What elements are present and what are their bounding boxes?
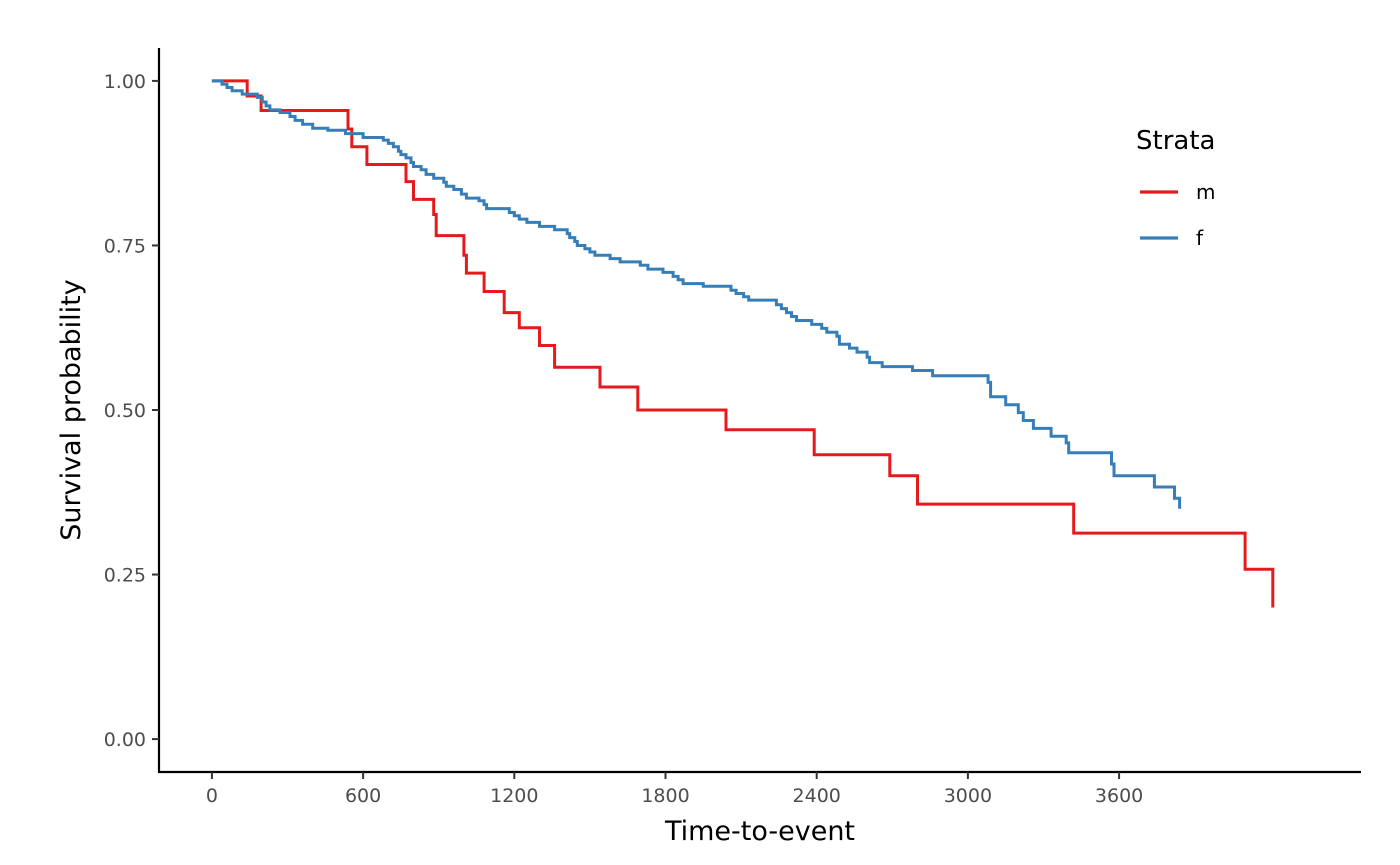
y-axis-title: Survival probability [56,279,87,541]
y-tick-label: 1.00 [104,71,146,93]
x-axis-ticks: 0 600 1200 1800 2400 3000 3600 [206,772,1143,807]
x-tick-label: 1800 [641,785,689,807]
survival-curves [211,79,1275,608]
series-line-m [211,79,1275,608]
legend: Strata mf [1136,126,1215,250]
x-tick-label: 3600 [1095,785,1143,807]
legend-label-f: f [1196,226,1204,250]
x-tick-label: 0 [206,785,218,807]
y-tick-label: 0.75 [104,235,146,257]
y-tick-label: 0.00 [104,729,146,751]
x-tick-label: 600 [345,785,381,807]
y-axis-ticks: 0.00 0.25 0.50 0.75 1.00 [104,71,159,751]
legend-label-m: m [1196,180,1215,204]
x-axis-title: Time-to-event [664,816,855,847]
legend-title: Strata [1136,126,1215,156]
x-tick-label: 1200 [490,785,538,807]
x-tick-label: 2400 [793,785,841,807]
x-tick-label: 3000 [944,785,992,807]
y-tick-label: 0.25 [104,565,146,587]
legend-items: mf [1140,180,1215,250]
y-tick-label: 0.50 [104,400,146,422]
series-line-f [211,79,1182,509]
